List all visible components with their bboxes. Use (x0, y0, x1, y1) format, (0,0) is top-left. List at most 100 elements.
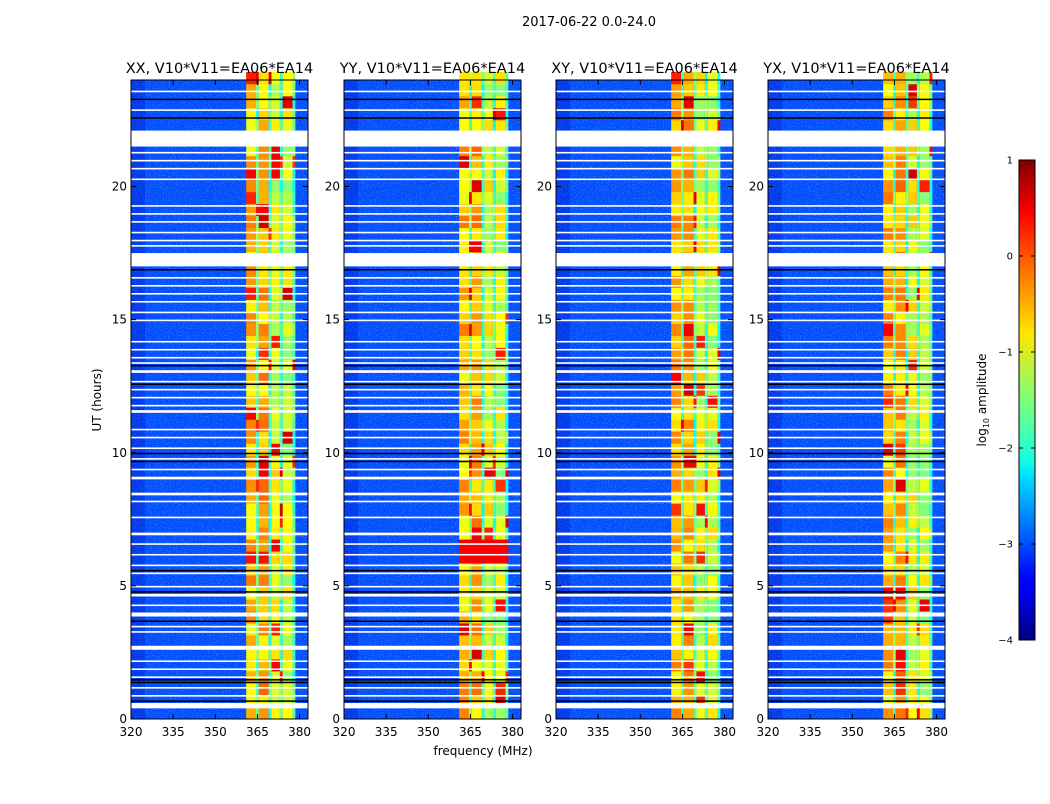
band-cell (481, 227, 485, 241)
band-cell (893, 647, 896, 660)
flag-gap (131, 593, 308, 597)
band-cell (505, 72, 509, 85)
band-cell (292, 95, 296, 109)
heatmap-edge (768, 80, 783, 719)
flag-gap (344, 253, 521, 267)
band-cell (268, 407, 272, 420)
band-cell (271, 227, 280, 241)
band-cell (268, 659, 272, 672)
flag-white (768, 668, 945, 671)
band-cell (707, 503, 718, 516)
band-cell (459, 179, 470, 193)
band-cell (282, 575, 293, 588)
band-cell (693, 587, 697, 600)
band-cell (495, 167, 506, 181)
band-cell (883, 143, 894, 157)
band-cell (505, 191, 509, 205)
y-tick-label: 20 (112, 180, 127, 194)
band-cell (671, 119, 682, 133)
band-cell (292, 275, 296, 288)
band-cell (282, 647, 293, 660)
band-cell (905, 95, 909, 109)
flag-gap (556, 645, 733, 650)
band-cell (246, 167, 257, 181)
band-cell (258, 647, 269, 660)
band-cell (492, 707, 496, 720)
band-cell (505, 311, 509, 324)
band-cell (893, 299, 896, 312)
band-cell (883, 515, 894, 528)
band-cell (505, 611, 509, 624)
band-cell (671, 707, 682, 720)
band-cell (717, 275, 721, 288)
band-cell (905, 371, 909, 384)
band-cell (505, 479, 509, 492)
y-axis-label: UT (hours) (90, 368, 104, 431)
band-cell (268, 611, 272, 624)
flag-white (556, 668, 733, 671)
band-cell (696, 407, 705, 420)
band-cell (683, 179, 694, 193)
band-cell (246, 203, 257, 217)
x-tick-label: 335 (162, 725, 185, 739)
band-cell (905, 587, 909, 600)
band-cell (696, 119, 705, 133)
band-cell (696, 647, 705, 660)
flag-white (556, 625, 733, 628)
flag-white (131, 458, 308, 460)
band-cell (292, 407, 296, 420)
flag-white (344, 356, 521, 359)
band-cell (671, 563, 682, 576)
band-cell (292, 323, 296, 336)
band-cell (484, 323, 493, 336)
band-cell (481, 155, 485, 169)
band-cell (246, 539, 257, 552)
band-cell (471, 443, 482, 456)
band-cell (268, 707, 272, 720)
band-cell (492, 119, 496, 133)
flag-white (131, 231, 308, 234)
band-cell (279, 515, 283, 528)
band-cell (929, 323, 933, 336)
band-cell (895, 551, 906, 564)
band-cell (279, 107, 283, 121)
band-cell (484, 419, 493, 432)
band-cell (919, 647, 930, 660)
flag-white (344, 167, 521, 170)
band-cell (707, 72, 718, 85)
band-cell (905, 203, 909, 217)
band-cell (681, 311, 684, 324)
band-cell (481, 95, 485, 109)
band-cell (671, 299, 682, 312)
band-cell (279, 323, 283, 336)
band-cell (271, 515, 280, 528)
band-cell (916, 683, 920, 696)
band-cell (469, 551, 472, 564)
band-cell (681, 539, 684, 552)
band-cell (683, 323, 694, 336)
flag-white (556, 340, 733, 343)
band-cell (883, 443, 894, 456)
band-cell (916, 179, 920, 193)
band-cell (905, 119, 909, 133)
flag-dark (556, 681, 733, 684)
band-cell (717, 443, 721, 456)
x-tick-label: 380 (288, 725, 311, 739)
band-cell (268, 443, 272, 456)
band-cell (671, 491, 682, 504)
band-cell (693, 467, 697, 480)
band-cell (282, 83, 293, 97)
band-cell (258, 467, 269, 480)
band-cell (696, 323, 705, 336)
flag-dark (768, 98, 945, 101)
band-cell (693, 659, 697, 672)
band-cell (908, 539, 917, 552)
band-cell (268, 551, 272, 564)
band-cell (704, 143, 708, 157)
band-cell (693, 191, 697, 205)
band-cell (505, 623, 509, 636)
flag-gap (131, 645, 308, 650)
band-cell (256, 83, 259, 97)
band-cell (258, 515, 269, 528)
flag-dark (344, 700, 521, 702)
